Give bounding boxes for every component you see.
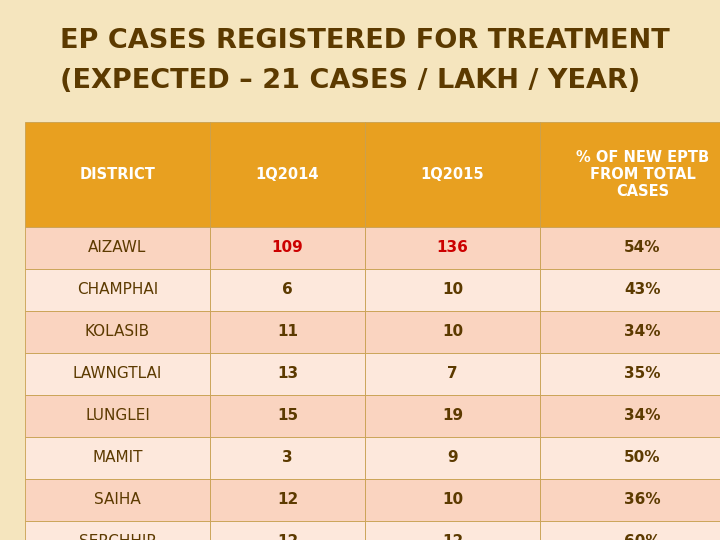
Text: 12: 12 (277, 535, 298, 540)
Text: LUNGLEI: LUNGLEI (85, 408, 150, 423)
Text: 10: 10 (442, 492, 463, 508)
Text: CHAMPHAI: CHAMPHAI (77, 282, 158, 298)
Text: (EXPECTED – 21 CASES / LAKH / YEAR): (EXPECTED – 21 CASES / LAKH / YEAR) (60, 68, 640, 94)
Text: 109: 109 (271, 240, 303, 255)
Text: % OF NEW EPTB
FROM TOTAL
CASES: % OF NEW EPTB FROM TOTAL CASES (576, 150, 709, 199)
Text: 12: 12 (442, 535, 463, 540)
FancyBboxPatch shape (540, 479, 720, 521)
Text: 35%: 35% (624, 367, 661, 381)
FancyBboxPatch shape (365, 122, 540, 227)
FancyBboxPatch shape (25, 311, 210, 353)
FancyBboxPatch shape (540, 437, 720, 479)
FancyBboxPatch shape (365, 395, 540, 437)
FancyBboxPatch shape (25, 521, 210, 540)
FancyBboxPatch shape (210, 521, 365, 540)
Text: 13: 13 (277, 367, 298, 381)
Text: 3: 3 (282, 450, 293, 465)
Text: LAWNGTLAI: LAWNGTLAI (73, 367, 162, 381)
Text: 50%: 50% (624, 450, 661, 465)
FancyBboxPatch shape (365, 311, 540, 353)
Text: 9: 9 (447, 450, 458, 465)
FancyBboxPatch shape (365, 521, 540, 540)
FancyBboxPatch shape (25, 437, 210, 479)
FancyBboxPatch shape (540, 521, 720, 540)
Text: 11: 11 (277, 325, 298, 340)
FancyBboxPatch shape (25, 269, 210, 311)
FancyBboxPatch shape (210, 122, 365, 227)
FancyBboxPatch shape (365, 479, 540, 521)
FancyBboxPatch shape (540, 122, 720, 227)
Text: 1Q2014: 1Q2014 (256, 167, 319, 182)
Text: 34%: 34% (624, 325, 661, 340)
FancyBboxPatch shape (210, 353, 365, 395)
Text: 43%: 43% (624, 282, 661, 298)
Text: 10: 10 (442, 325, 463, 340)
Text: SAIHA: SAIHA (94, 492, 141, 508)
Text: 7: 7 (447, 367, 458, 381)
FancyBboxPatch shape (365, 227, 540, 269)
FancyBboxPatch shape (210, 437, 365, 479)
FancyBboxPatch shape (365, 353, 540, 395)
Text: 60%: 60% (624, 535, 661, 540)
Text: MAMIT: MAMIT (92, 450, 143, 465)
FancyBboxPatch shape (540, 353, 720, 395)
Text: 15: 15 (277, 408, 298, 423)
FancyBboxPatch shape (365, 437, 540, 479)
FancyBboxPatch shape (540, 227, 720, 269)
Text: 10: 10 (442, 282, 463, 298)
FancyBboxPatch shape (365, 269, 540, 311)
FancyBboxPatch shape (210, 227, 365, 269)
Text: AIZAWL: AIZAWL (89, 240, 147, 255)
FancyBboxPatch shape (25, 479, 210, 521)
Text: 36%: 36% (624, 492, 661, 508)
Text: DISTRICT: DISTRICT (80, 167, 156, 182)
Text: 1Q2015: 1Q2015 (420, 167, 485, 182)
FancyBboxPatch shape (210, 395, 365, 437)
Text: SERCHHIP: SERCHHIP (79, 535, 156, 540)
Text: 136: 136 (436, 240, 469, 255)
Text: 12: 12 (277, 492, 298, 508)
Text: EP CASES REGISTERED FOR TREATMENT: EP CASES REGISTERED FOR TREATMENT (60, 28, 670, 54)
FancyBboxPatch shape (540, 395, 720, 437)
Text: KOLASIB: KOLASIB (85, 325, 150, 340)
FancyBboxPatch shape (210, 479, 365, 521)
FancyBboxPatch shape (25, 227, 210, 269)
FancyBboxPatch shape (25, 122, 210, 227)
FancyBboxPatch shape (25, 395, 210, 437)
Text: 6: 6 (282, 282, 293, 298)
FancyBboxPatch shape (25, 353, 210, 395)
Text: 54%: 54% (624, 240, 661, 255)
FancyBboxPatch shape (210, 311, 365, 353)
Text: 19: 19 (442, 408, 463, 423)
FancyBboxPatch shape (210, 269, 365, 311)
FancyBboxPatch shape (540, 311, 720, 353)
FancyBboxPatch shape (540, 269, 720, 311)
Text: 34%: 34% (624, 408, 661, 423)
